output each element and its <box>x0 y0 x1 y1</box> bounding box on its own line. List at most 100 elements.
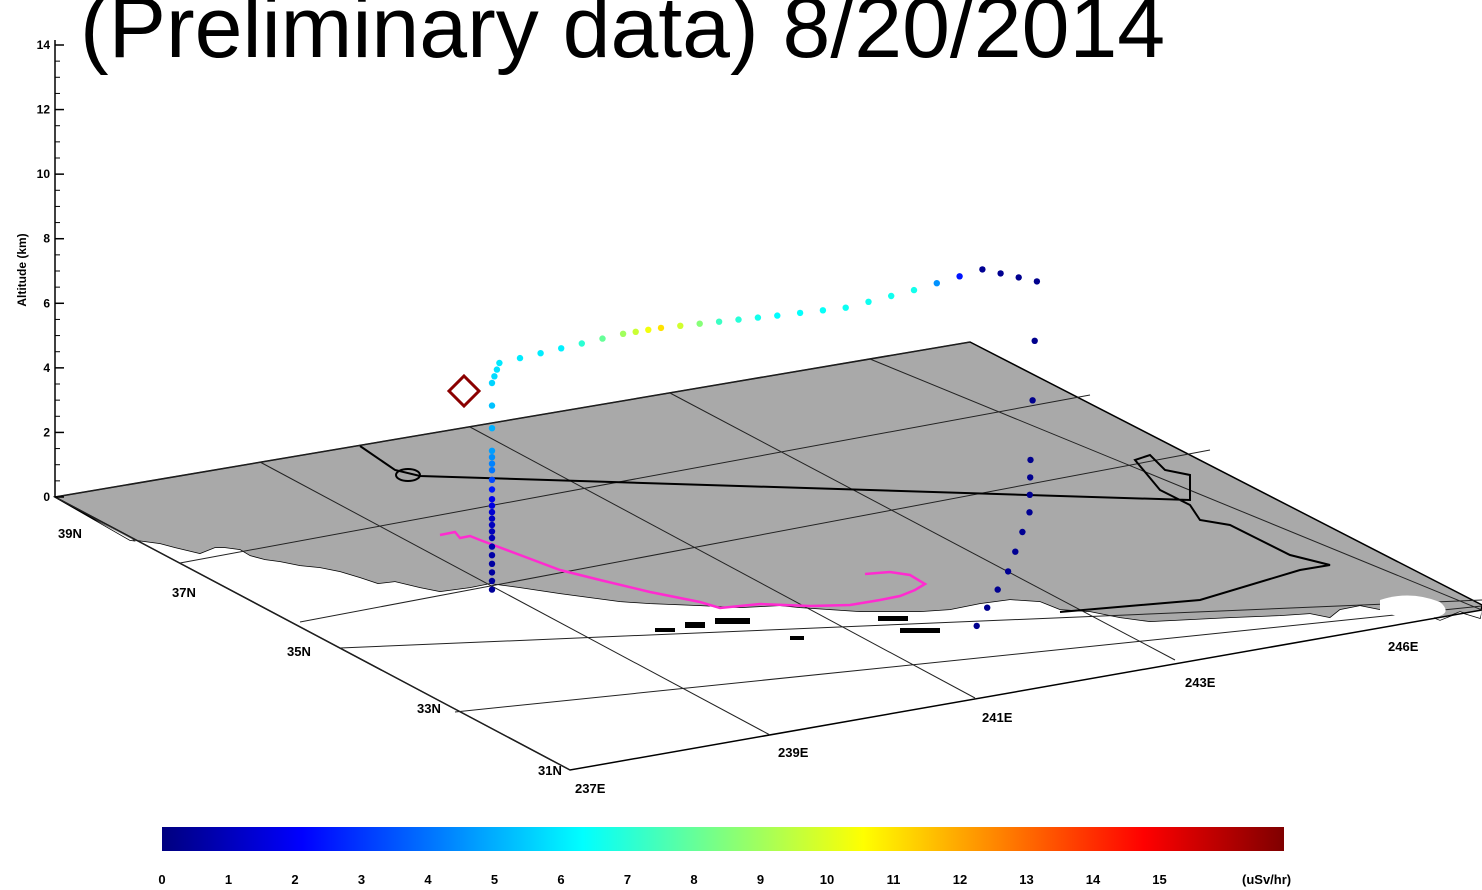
flight-data-point <box>488 521 496 529</box>
flight-data-point <box>842 304 849 311</box>
altitude-tick-label: 0 <box>43 490 50 504</box>
latitude-label: 31N <box>538 763 562 778</box>
flight-data-point <box>865 298 872 305</box>
flight-data-point <box>558 345 565 352</box>
colorbar-ticks: 0 1 2 3 4 5 6 7 8 9 10 11 12 13 14 15 <box>158 872 1166 887</box>
flight-data-point <box>819 307 827 314</box>
flight-data-point <box>488 467 496 474</box>
colorbar-tick-label: 14 <box>1086 872 1101 887</box>
flight-data-point <box>774 312 781 319</box>
colorbar <box>162 827 1284 851</box>
colorbar-tick-label: 10 <box>820 872 834 887</box>
colorbar-tick-label: 1 <box>225 872 232 887</box>
colorbar-tick-label: 7 <box>624 872 631 887</box>
lon-grid <box>54 358 1482 771</box>
flight-data-point <box>488 552 496 559</box>
flight-data-point <box>516 354 524 362</box>
flight-data-point <box>1026 509 1033 516</box>
latitude-label: 37N <box>172 585 196 600</box>
colorbar-unit: (uSv/hr) <box>1242 872 1291 887</box>
colorbar-tick-label: 11 <box>887 872 901 887</box>
longitude-label: 237E <box>575 781 606 796</box>
flight-data-point <box>1019 528 1026 536</box>
colorbar-tick-label: 13 <box>1019 872 1033 887</box>
flight-data-point <box>956 273 963 280</box>
flight-data-point <box>984 604 991 611</box>
longitude-labels: 237E 239E 241E 243E 246E <box>575 639 1419 796</box>
flight-data-point <box>979 266 986 273</box>
flight-data-point <box>491 373 498 380</box>
flight-data-point <box>488 379 496 387</box>
altitude-tick-label: 6 <box>43 296 50 310</box>
latitude-label: 39N <box>58 526 82 541</box>
flight-data-point <box>488 508 496 516</box>
latitude-label: 35N <box>287 644 311 659</box>
flight-data-point <box>632 328 639 335</box>
flight-data-point <box>933 280 940 287</box>
chart-title: (Preliminary data) 8/20/2014 <box>80 0 1166 76</box>
altitude-ticks: 0 2 4 6 8 10 12 14 <box>37 38 64 504</box>
altitude-tick-label: 12 <box>37 103 51 117</box>
flight-data-point <box>696 320 703 327</box>
flight-data-point <box>994 586 1001 593</box>
altitude-tick-label: 2 <box>43 425 50 439</box>
colorbar-tick-label: 8 <box>690 872 697 887</box>
longitude-label: 241E <box>982 710 1013 725</box>
flight-data-point <box>488 402 496 409</box>
altitude-tick-label: 4 <box>43 361 50 375</box>
flight-data-point <box>1012 548 1019 555</box>
lat-grid <box>54 341 1482 713</box>
map-plane <box>52 341 1482 771</box>
flight-data-point <box>754 314 762 321</box>
flight-data-point <box>796 309 804 317</box>
colorbar-tick-label: 12 <box>953 872 967 887</box>
flight-data-point <box>599 335 606 342</box>
flight-data-point <box>1015 274 1022 281</box>
state-border <box>359 445 1331 613</box>
flight-data-point <box>1033 278 1041 285</box>
colorbar-tick-label: 9 <box>757 872 764 887</box>
flight-data-point <box>488 534 496 542</box>
latitude-labels: 31N 33N 35N 37N 39N <box>58 526 562 778</box>
flight-data-point <box>910 286 918 294</box>
flight-data-point <box>496 359 503 367</box>
ocean-area <box>95 520 1482 770</box>
longitude-label: 246E <box>1388 639 1419 654</box>
altitude-tick-label: 14 <box>37 38 51 52</box>
flight-data-point <box>1029 397 1036 404</box>
colorbar-tick-label: 0 <box>158 872 165 887</box>
y-axis-label: Altitude (km) <box>15 233 29 306</box>
flight-data-point <box>488 560 496 567</box>
flight-data-point <box>1026 491 1034 498</box>
flight-data-point <box>537 350 544 357</box>
flight-data-point <box>488 502 496 509</box>
flight-data-point <box>1031 337 1038 344</box>
islands <box>655 616 940 640</box>
ground-track <box>439 530 928 610</box>
flight-data-point <box>488 447 496 454</box>
flight-data-point <box>1027 456 1034 464</box>
latitude-label: 33N <box>417 701 441 716</box>
longitude-label: 243E <box>1185 675 1216 690</box>
flight-data-point <box>488 454 496 461</box>
colorbar-tick-label: 2 <box>291 872 298 887</box>
flight-data-point <box>677 322 684 329</box>
flight-data-point <box>488 586 496 593</box>
flight-data-point <box>488 543 496 550</box>
flight-data-point <box>888 292 895 300</box>
flight-data-point <box>488 528 496 535</box>
flight-data-point <box>619 330 627 337</box>
colorbar-tick-label: 5 <box>491 872 498 887</box>
colorbar-tick-label: 6 <box>557 872 564 887</box>
flight-data-point <box>488 515 496 522</box>
flight-data-point <box>488 476 496 483</box>
flight-data-point <box>1027 474 1034 481</box>
flight-data-point <box>997 270 1004 277</box>
start-marker <box>446 373 482 409</box>
colorbar-tick-label: 15 <box>1152 872 1166 887</box>
lake-outline <box>395 468 421 482</box>
flight-points <box>488 266 1041 630</box>
flight-data-point <box>488 496 496 503</box>
flight-data-point <box>488 569 496 576</box>
flight-data-point <box>488 486 496 493</box>
